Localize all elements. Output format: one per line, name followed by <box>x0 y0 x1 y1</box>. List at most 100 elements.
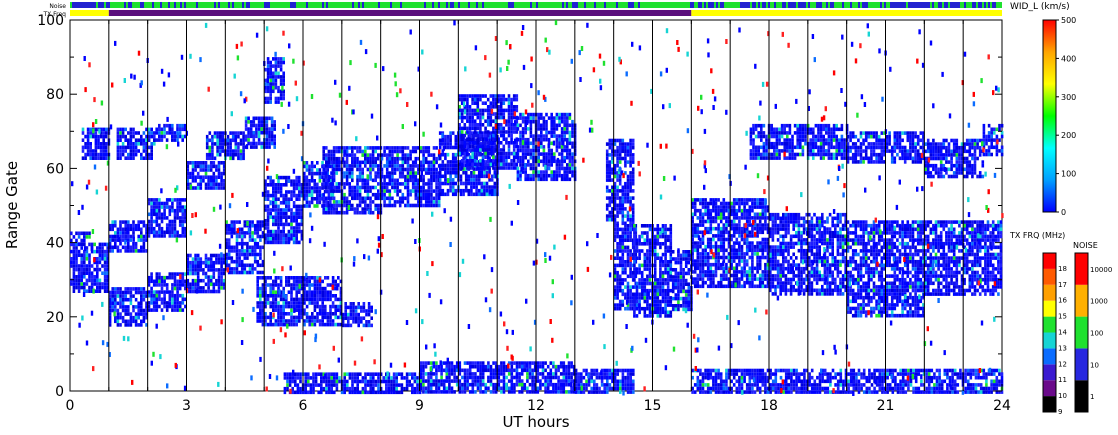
scatter-cell <box>449 185 452 189</box>
scatter-cell <box>290 297 293 302</box>
scatter-cell <box>129 249 133 253</box>
scatter-cell <box>129 145 133 150</box>
scatter-cell <box>633 249 636 253</box>
scatter-cell <box>282 229 285 234</box>
scatter-cell <box>165 283 169 287</box>
scatter-cell <box>225 241 228 246</box>
scatter-cell <box>553 119 556 124</box>
noise-strip-cell <box>732 2 734 8</box>
scatter-cell <box>566 119 569 124</box>
scatter-cell <box>332 167 336 172</box>
scatter-cell <box>184 123 187 128</box>
noise-strip-cell <box>650 2 652 8</box>
noise-strip-cell <box>496 2 498 8</box>
scatter-cell <box>547 141 551 146</box>
scatter-cell <box>361 200 364 204</box>
scatter-cell <box>488 134 491 139</box>
scatter-cell <box>274 204 278 209</box>
noise-strip-cell <box>964 2 966 8</box>
scatter-cell <box>269 294 272 298</box>
scatter-cell <box>215 278 218 283</box>
scatter-cell <box>406 174 410 179</box>
scatter-cell <box>438 178 442 182</box>
noise-strip-cell <box>584 2 586 8</box>
scatter-cell <box>427 167 431 172</box>
noise-strip-cell <box>460 2 462 8</box>
scatter-cell <box>147 230 151 235</box>
scatter-cell <box>635 245 639 250</box>
scatter-cell <box>140 323 143 327</box>
scatter-cell <box>494 144 498 149</box>
scatter-cell <box>404 160 407 165</box>
scatter-cell <box>298 190 301 194</box>
scatter-cell <box>613 274 617 279</box>
scatter-cell <box>220 282 223 287</box>
scatter-cell <box>114 245 117 250</box>
scatter-cell <box>171 230 174 235</box>
scatter-cell <box>253 256 257 260</box>
scatter-cell <box>295 211 298 216</box>
scatter-cell <box>618 153 622 157</box>
scatter-cell <box>560 173 564 178</box>
scatter-cell <box>626 142 630 146</box>
scatter-cell <box>116 308 120 313</box>
scatter-cell <box>545 119 548 124</box>
noise-strip-cell <box>566 2 568 8</box>
scatter-cell <box>80 264 83 268</box>
scatter-cell <box>330 149 333 154</box>
scatter-cell <box>545 130 548 135</box>
scatter-cell <box>633 263 636 268</box>
scatter-cell <box>253 249 257 253</box>
scatter-cell <box>468 105 472 109</box>
scatter-cell <box>150 201 153 206</box>
scatter-cell <box>626 217 630 222</box>
scatter-cell <box>613 207 617 211</box>
scatter-cell <box>305 193 309 197</box>
scatter-cell <box>512 94 516 98</box>
scatter-cell <box>515 108 519 113</box>
scatter-cell <box>256 241 260 246</box>
scatter-cell <box>547 130 551 135</box>
scatter-cell <box>249 120 253 124</box>
scatter-cell <box>150 223 153 227</box>
scatter-cell <box>480 192 484 197</box>
scatter-cell <box>621 303 625 307</box>
scatter-cell <box>380 156 384 161</box>
scatter-cell <box>505 151 508 156</box>
scatter-cell <box>72 257 76 261</box>
scatter-cell <box>163 134 166 139</box>
scatter-cell <box>624 156 627 161</box>
scatter-cell <box>332 210 336 215</box>
scatter-cell <box>483 160 486 164</box>
scatter-cell <box>608 153 612 157</box>
scatter-cell <box>432 167 436 172</box>
scatter-cell <box>358 203 362 208</box>
scatter-cell <box>529 130 533 135</box>
scatter-cell <box>369 189 372 193</box>
noise-strip-cell <box>246 2 248 8</box>
scatter-cell <box>358 160 362 165</box>
noise-strip-cell <box>198 2 200 8</box>
noise-strip-cell <box>168 2 170 8</box>
scatter-cell <box>516 173 520 178</box>
scatter-cell <box>468 148 472 152</box>
scatter-cell <box>298 297 301 302</box>
scatter-cell <box>277 215 280 219</box>
scatter-cell <box>255 134 258 139</box>
noise-strip-cell <box>646 2 648 8</box>
scatter-cell <box>542 155 546 160</box>
scatter-cell <box>540 177 543 182</box>
scatter-cell <box>229 145 232 150</box>
scatter-cell <box>489 115 493 120</box>
noise-strip-cell <box>174 2 176 8</box>
scatter-cell <box>140 290 143 295</box>
scatter-cell <box>540 134 543 138</box>
scatter-cell <box>339 290 343 294</box>
scatter-cell <box>279 219 283 223</box>
scatter-cell <box>116 138 120 142</box>
scatter-cell <box>356 167 359 172</box>
scatter-cell <box>238 259 241 264</box>
scatter-cell <box>451 192 455 197</box>
scatter-cell <box>383 178 386 183</box>
noise-strip-cell <box>974 2 976 8</box>
